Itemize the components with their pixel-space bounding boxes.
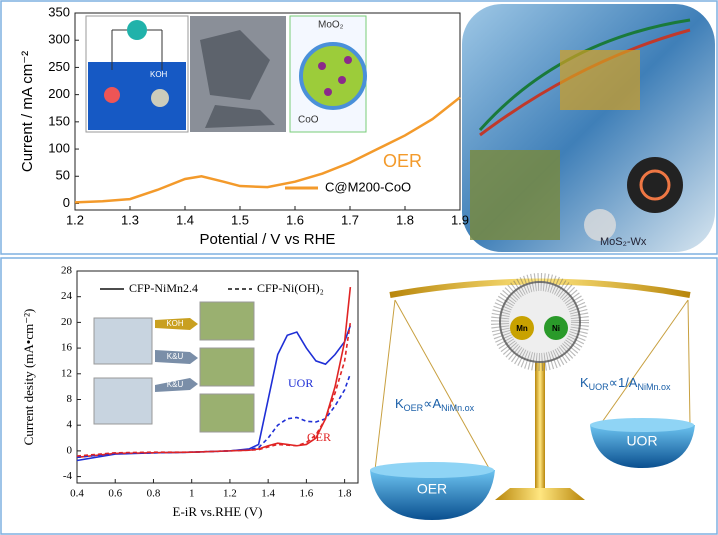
y-tick-label: 24 xyxy=(61,290,73,302)
inset-sem-texture xyxy=(200,30,275,128)
pan-label: UOR xyxy=(626,433,657,449)
formula-part: OER xyxy=(404,403,424,413)
y-tick-label: 8 xyxy=(67,393,73,405)
x-tick-label: 1.4 xyxy=(261,488,275,500)
y-tick-label: 100 xyxy=(48,140,70,155)
artwork-label: MoS₂-Wx xyxy=(600,236,647,248)
catalyst-artwork: MoS₂-Wx xyxy=(462,4,715,252)
x-tick-label: 0.4 xyxy=(70,488,84,500)
inset-label: CoO xyxy=(298,115,319,126)
x-tick-label: 1.3 xyxy=(121,212,139,227)
formula-part: K xyxy=(395,396,404,411)
arrow-label: KOH xyxy=(166,319,184,328)
formula-part: ∝1/A xyxy=(609,375,638,390)
bottom-panel xyxy=(0,257,718,535)
x-tick-label: 1.8 xyxy=(396,212,414,227)
formula-part: NiMn.ox xyxy=(441,403,475,413)
legend-label: CFP-NiMn2.4 xyxy=(129,281,198,295)
inset-schematic: KOH xyxy=(85,15,189,133)
x-tick-label: 1.6 xyxy=(300,488,314,500)
x-tick-label: 1 xyxy=(189,488,195,500)
inset-structures: KOH K&U K&U xyxy=(93,301,255,433)
y-tick-label: 20 xyxy=(61,316,73,328)
y-tick-label: 0 xyxy=(67,444,73,456)
arrow-label: K&U xyxy=(167,380,184,389)
formula: KOER∝ANiMn.ox xyxy=(395,396,475,413)
formula-part: K xyxy=(580,375,589,390)
x-tick-label: 0.8 xyxy=(147,488,161,500)
x-tick-label: 0.6 xyxy=(108,488,122,500)
y-tick-label: 250 xyxy=(48,59,70,74)
inset-label: KOH xyxy=(150,70,168,79)
balance: Mn Ni OER UOR KOER∝ANiMn.ox KUOR∝1/ANiMn… xyxy=(370,273,695,520)
x-tick-label: 1.8 xyxy=(338,488,352,500)
chart: 1.2 1.3 1.4 1.5 1.6 1.7 1.8 1.9 0 50 100 150 200 250 3… xyxy=(19,4,469,248)
y-tick-label: -4 xyxy=(63,470,73,482)
x-tick-label: 1.7 xyxy=(341,212,359,227)
pan-label: OER xyxy=(417,481,447,497)
arrow-label: K&U xyxy=(167,352,184,361)
annotation: OER xyxy=(383,151,422,171)
data-line xyxy=(76,286,352,459)
formula-part: ∝A xyxy=(423,396,441,411)
top-panel xyxy=(0,0,718,255)
formula: KUOR∝1/ANiMn.ox xyxy=(580,375,671,392)
y-tick-label: 4 xyxy=(67,419,73,431)
x-tick-label: 1.4 xyxy=(176,212,194,227)
inset-sphere: MoO₂ CoO xyxy=(289,15,367,133)
y-tick-label: 0 xyxy=(63,195,70,210)
chart: 0.4 0.6 0.8 1 1.2 1.4 1.6 1.8 -4 0 4 8 12 16 20 24 28 E-i… xyxy=(21,265,359,519)
y-tick-label: 28 xyxy=(61,265,73,277)
data-line xyxy=(74,96,461,204)
x-tick-label: 1.2 xyxy=(223,488,237,500)
plot-frame xyxy=(76,270,359,484)
metal-label: Ni xyxy=(552,324,560,333)
data-line xyxy=(76,373,352,459)
y-axis-label: Current desity (mA•cm⁻²) xyxy=(21,309,36,446)
annotation: UOR xyxy=(288,376,313,390)
formula-part: NiMn.ox xyxy=(637,382,671,392)
x-tick-label: 1.6 xyxy=(286,212,304,227)
metal-label: Mn xyxy=(516,324,528,333)
plot-frame xyxy=(74,12,461,211)
x-tick-label: 1.5 xyxy=(231,212,249,227)
formula-part: UOR xyxy=(589,382,610,392)
y-tick-label: 12 xyxy=(61,367,72,379)
y-tick-label: 150 xyxy=(48,113,70,128)
legend-label: C@M200-CoO xyxy=(325,179,411,194)
x-axis-label: Potential / V vs RHE xyxy=(200,231,336,248)
y-tick-label: 200 xyxy=(48,86,70,101)
annotation: OER xyxy=(307,430,331,444)
legend-label: CFP-Ni(OH)₂ xyxy=(257,281,324,295)
inset-label: MoO₂ xyxy=(318,20,344,31)
y-tick-label: 16 xyxy=(61,342,73,354)
y-axis-label: Current / mA cm⁻² xyxy=(19,51,36,172)
y-tick-label: 300 xyxy=(48,32,70,47)
y-tick-label: 350 xyxy=(48,4,70,19)
y-tick-label: 50 xyxy=(56,168,70,183)
x-axis-label: E-iR vs.RHE (V) xyxy=(173,504,263,519)
x-tick-label: 1.2 xyxy=(66,212,84,227)
x-tick-label: 1.9 xyxy=(451,212,469,227)
